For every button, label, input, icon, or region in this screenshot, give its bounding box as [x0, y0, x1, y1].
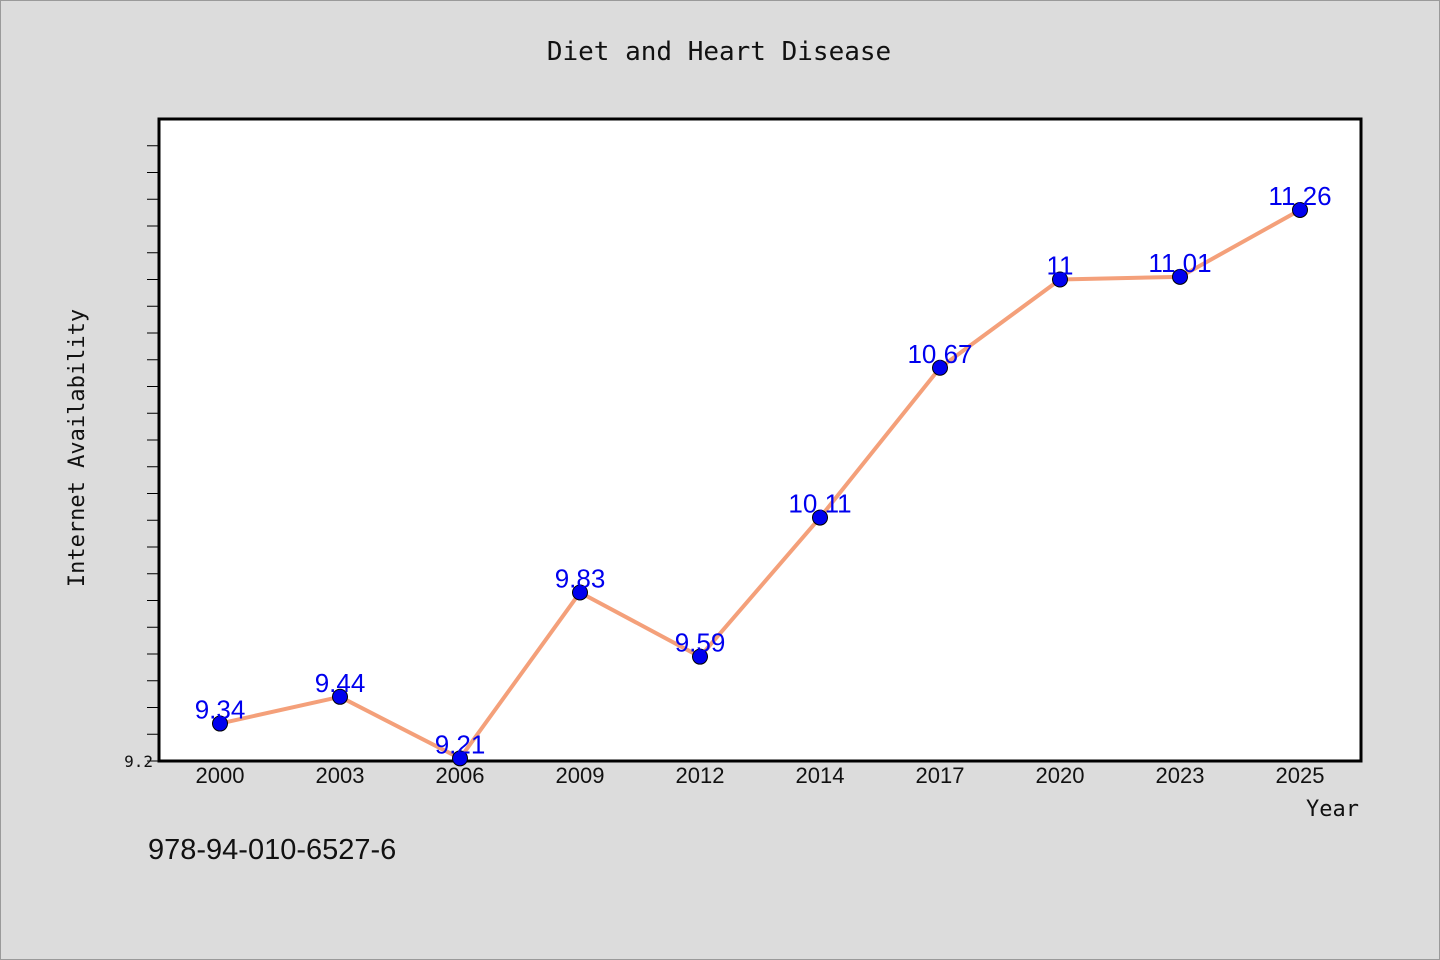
x-tick-label: 2025	[1276, 763, 1325, 788]
footer-code: 978-94-010-6527-6	[148, 834, 397, 866]
data-label: 11	[1047, 251, 1074, 281]
x-tick-label: 2017	[916, 763, 965, 788]
data-label: 10.67	[907, 339, 972, 369]
data-point	[692, 648, 708, 665]
data-label: 9.59	[675, 628, 726, 658]
data-point	[212, 715, 228, 732]
series-line	[219, 208, 1301, 761]
x-tick-label: 2003	[316, 763, 365, 788]
x-tick-label: 2014	[796, 763, 845, 788]
plot-area	[157, 117, 1363, 763]
y-axis-label: Internet Availability	[65, 309, 90, 587]
data-label: 11.26	[1268, 181, 1331, 211]
data-label: 11.01	[1148, 248, 1211, 278]
data-point	[332, 688, 348, 705]
y-tick-label: 9.2	[124, 752, 153, 771]
data-label: 9.21	[435, 729, 486, 759]
data-label: 10.11	[788, 489, 851, 519]
x-tick-label: 2020	[1036, 763, 1085, 788]
data-point	[1172, 268, 1188, 285]
chart-title: Diet and Heart Disease	[547, 37, 891, 67]
data-point	[812, 509, 828, 526]
data-label: 9.44	[315, 668, 366, 698]
data-point	[932, 359, 948, 376]
data-label-layer: 9.34 9.44 9.21 9.83 9.59 10.11 10.67 11 11.01 11.…	[195, 181, 1332, 759]
x-tick-label: 2006	[436, 763, 485, 788]
x-tick-label: 2000	[196, 763, 245, 788]
x-axis-ticks: 2000 2003 2006 2009 2012 2014 2017 2020 2023 2025	[196, 763, 1325, 788]
x-axis-label: Year	[1306, 797, 1359, 822]
x-tick-label: 2009	[556, 763, 605, 788]
y-axis-ticks: 9.2	[124, 145, 159, 771]
x-tick-label: 2023	[1156, 763, 1205, 788]
series-layer	[212, 201, 1308, 767]
data-label: 9.34	[195, 695, 246, 725]
data-point	[1292, 201, 1308, 218]
data-point	[1052, 271, 1068, 288]
data-label: 9.83	[555, 563, 606, 593]
data-point	[572, 584, 588, 601]
data-point	[452, 750, 468, 767]
x-tick-label: 2012	[676, 763, 725, 788]
